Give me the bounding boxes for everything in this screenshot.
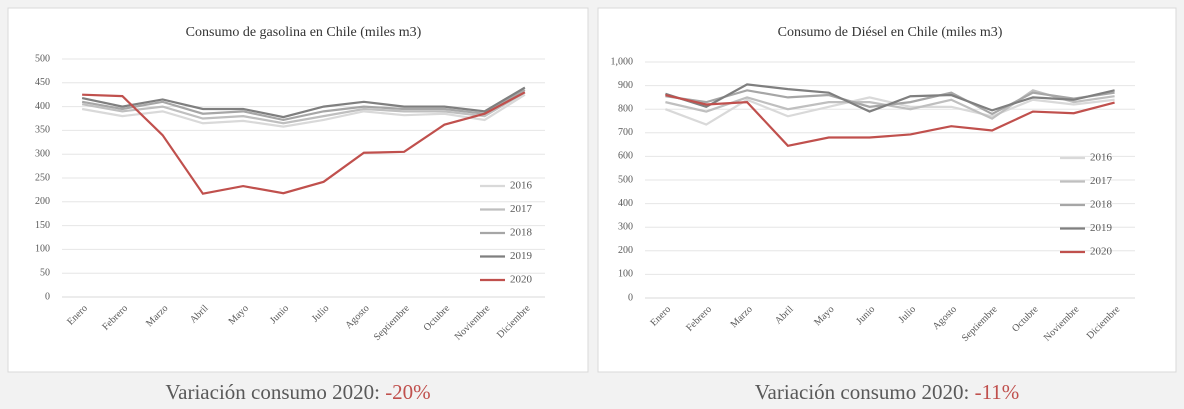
line-series xyxy=(81,88,526,122)
caption: Variación consumo 2020: -20% xyxy=(165,380,430,404)
legend-label: 2020 xyxy=(510,274,533,286)
y-tick-label: 150 xyxy=(35,220,50,231)
y-tick-label: 100 xyxy=(618,269,633,280)
caption-value: -11% xyxy=(975,380,1020,404)
line-series xyxy=(665,89,1115,120)
legend-label: 2018 xyxy=(510,227,533,239)
y-tick-label: 400 xyxy=(618,198,633,209)
legend-label: 2016 xyxy=(510,180,533,192)
legend-label: 2018 xyxy=(1090,199,1113,211)
y-tick-label: 1,000 xyxy=(611,56,634,67)
y-tick-label: 250 xyxy=(35,172,50,183)
y-tick-label: 300 xyxy=(618,221,633,232)
line-series xyxy=(665,93,1115,147)
line-series xyxy=(665,96,1115,126)
legend-label: 2020 xyxy=(1090,246,1113,258)
y-tick-label: 0 xyxy=(45,291,50,302)
caption: Variación consumo 2020: -11% xyxy=(755,380,1020,404)
y-tick-label: 50 xyxy=(40,267,50,278)
legend-label: 2017 xyxy=(1090,175,1113,187)
y-tick-label: 350 xyxy=(35,125,50,136)
y-tick-label: 200 xyxy=(35,196,50,207)
legend-label: 2017 xyxy=(510,203,533,215)
chart-title: Consumo de Diésel en Chile (miles m3) xyxy=(778,25,1003,40)
chart-title: Consumo de gasolina en Chile (miles m3) xyxy=(186,25,422,40)
line-series xyxy=(665,83,1115,113)
legend-label: 2019 xyxy=(1090,222,1113,234)
caption-text: Variación consumo 2020: xyxy=(755,380,970,404)
y-tick-label: 100 xyxy=(35,244,50,255)
legend-label: 2016 xyxy=(1090,152,1113,164)
y-tick-label: 400 xyxy=(35,101,50,112)
panel xyxy=(597,7,1177,373)
caption-text: Variación consumo 2020: xyxy=(165,380,380,404)
line-series xyxy=(81,93,526,128)
y-tick-label: 200 xyxy=(618,245,633,256)
y-tick-label: 0 xyxy=(628,292,633,303)
legend-label: 2019 xyxy=(510,250,533,262)
y-tick-label: 800 xyxy=(618,103,633,114)
y-tick-label: 500 xyxy=(35,53,50,64)
y-tick-label: 500 xyxy=(618,174,633,185)
line-series xyxy=(81,91,526,125)
line-series xyxy=(82,91,526,195)
y-tick-label: 700 xyxy=(618,127,633,138)
y-tick-label: 900 xyxy=(618,80,633,91)
y-tick-label: 450 xyxy=(35,77,50,88)
line-series xyxy=(81,86,526,119)
y-tick-label: 300 xyxy=(35,148,50,159)
y-tick-label: 600 xyxy=(618,151,633,162)
caption-value: -20% xyxy=(385,380,431,404)
